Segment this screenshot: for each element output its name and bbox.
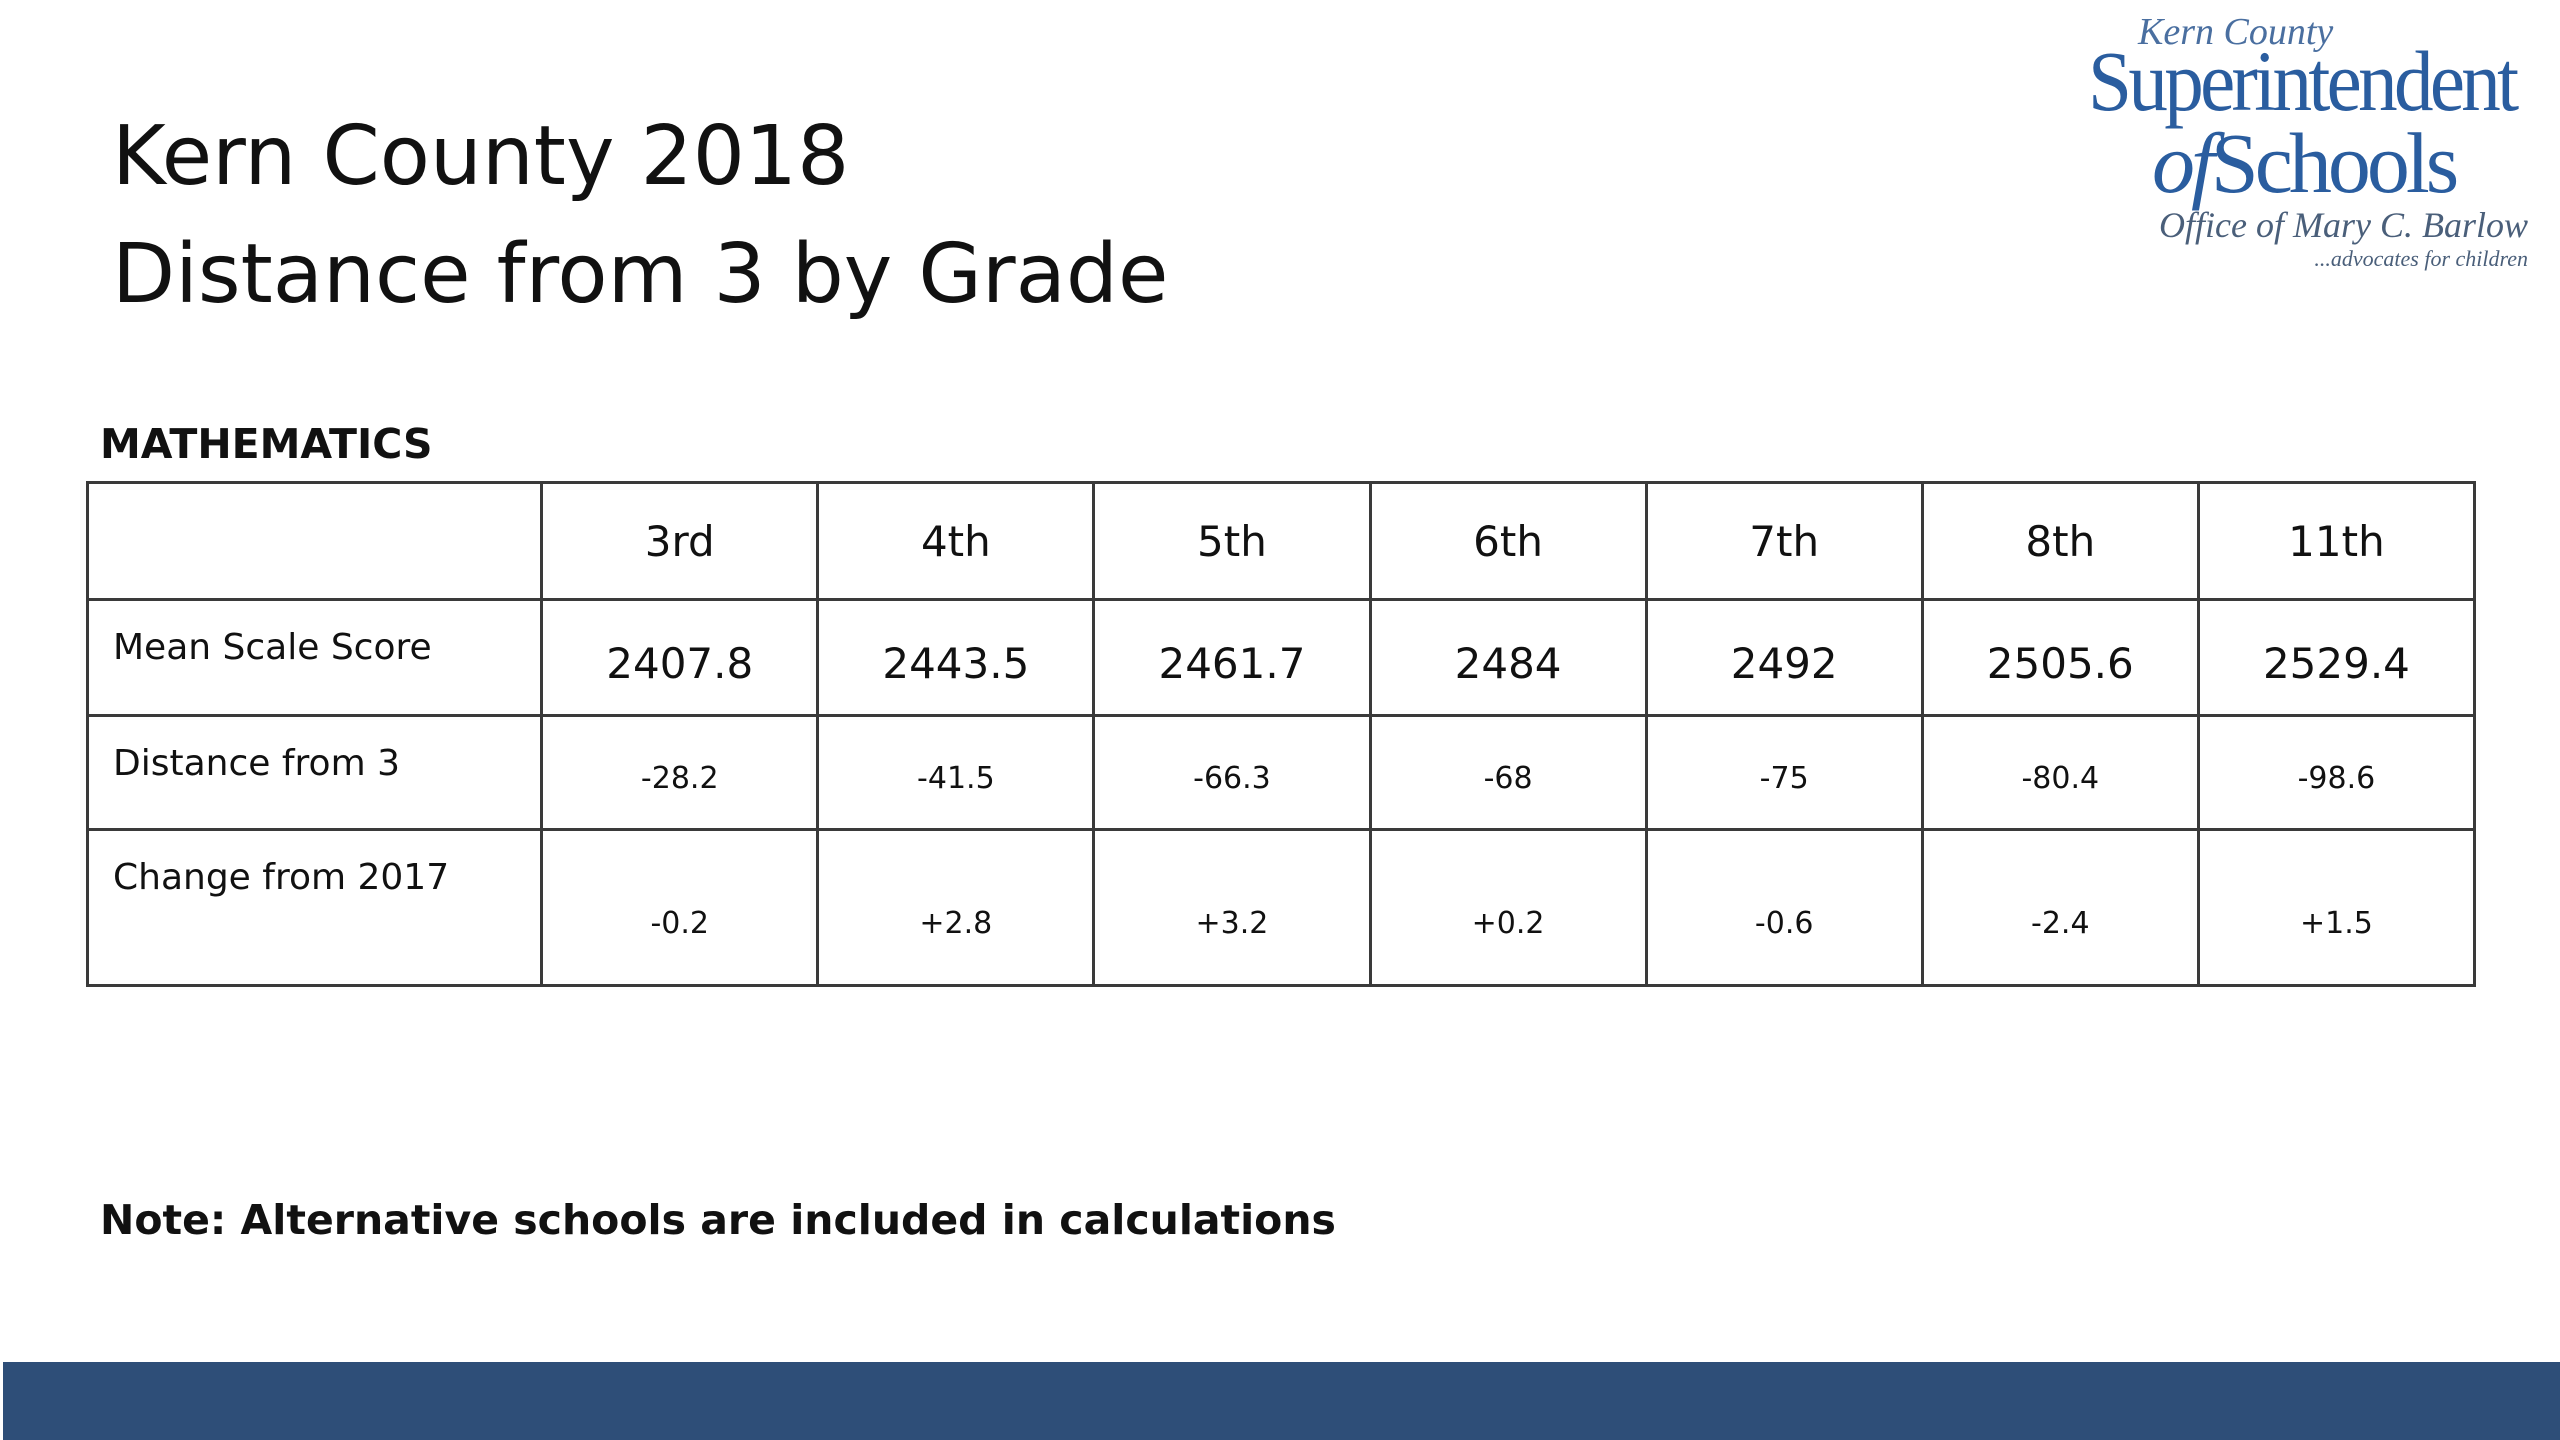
grade-header: 4th <box>816 481 1096 601</box>
table-cell: -98.6 <box>2196 714 2477 831</box>
grade-header: 5th <box>1092 481 1372 601</box>
footnote: Note: Alternative schools are included i… <box>100 1196 1336 1244</box>
title-line-1: Kern County 2018 <box>112 109 850 204</box>
table-cell: 2443.5 <box>816 598 1096 717</box>
table-cell: -0.6 <box>1644 828 1924 987</box>
table-cell: 2492 <box>1644 598 1924 717</box>
table-cell: -2.4 <box>1920 828 2200 987</box>
table-cell: 2505.6 <box>1920 598 2200 717</box>
table-cell: 2529.4 <box>2196 598 2477 717</box>
table-cell: +2.8 <box>816 828 1096 987</box>
row-label: Distance from 3 <box>85 714 544 831</box>
page-title: Kern County 2018 Distance from 3 by Grad… <box>112 98 1168 334</box>
table-header-row: 3rd 4th 5th 6th 7th 8th 11th <box>85 481 2477 601</box>
grade-header: 11th <box>2196 481 2477 601</box>
table-row: Distance from 3 -28.2 -41.5 -66.3 -68 -7… <box>85 714 2477 831</box>
table-cell: 2484 <box>1368 598 1648 717</box>
table-row: Mean Scale Score 2407.8 2443.5 2461.7 24… <box>85 598 2477 717</box>
title-line-2: Distance from 3 by Grade <box>112 227 1169 322</box>
table-cell: +3.2 <box>1092 828 1372 987</box>
logo-of-schools: ofSchools <box>2152 120 2459 206</box>
table-cell: 2407.8 <box>540 598 820 717</box>
table-row: Change from 2017 -0.2 +2.8 +3.2 +0.2 -0.… <box>85 828 2477 987</box>
row-label: Mean Scale Score <box>85 598 544 717</box>
footer-bar <box>3 1362 2560 1440</box>
table-cell: -28.2 <box>540 714 820 831</box>
logo-tagline: ...advocates for children <box>2314 246 2528 271</box>
table-cell: 2461.7 <box>1092 598 1372 717</box>
table-cell: -68 <box>1368 714 1648 831</box>
logo-superintendent: Superintendent <box>2088 33 2519 129</box>
row-label: Change from 2017 <box>85 828 544 987</box>
logo-of: of <box>2152 115 2215 211</box>
subject-label: MATHEMATICS <box>100 420 433 468</box>
table-cell: -0.2 <box>540 828 820 987</box>
logo-county: Kern County <box>2138 11 2334 53</box>
table-cell: -66.3 <box>1092 714 1372 831</box>
grade-header: 7th <box>1644 481 1924 601</box>
grade-header: 3rd <box>540 481 820 601</box>
logo-office: Office of Mary C. Barlow <box>2159 205 2528 245</box>
table-cell: +1.5 <box>2196 828 2477 987</box>
logo-schools: Schools <box>2210 115 2459 211</box>
table-cell: -41.5 <box>816 714 1096 831</box>
table-cell: -75 <box>1644 714 1924 831</box>
corner-cell <box>85 481 544 601</box>
grade-header: 8th <box>1920 481 2200 601</box>
table-cell: -80.4 <box>1920 714 2200 831</box>
grade-header: 6th <box>1368 481 1648 601</box>
scores-table: 3rd 4th 5th 6th 7th 8th 11th Mean Scale … <box>85 481 2477 987</box>
superintendent-logo: Kern County Superintendent ofSchools Off… <box>2088 10 2528 271</box>
table-cell: +0.2 <box>1368 828 1648 987</box>
